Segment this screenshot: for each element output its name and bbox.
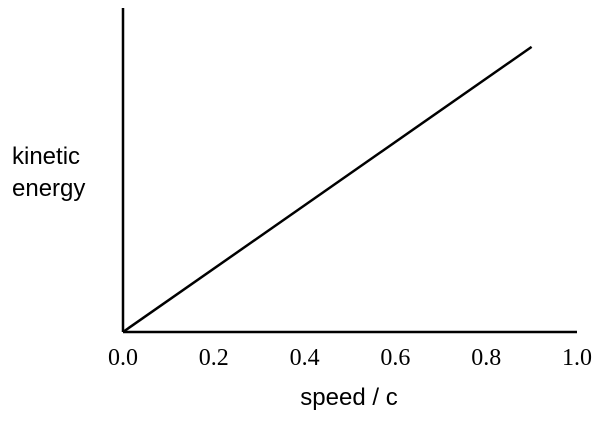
x-axis-label: speed / c <box>300 384 397 411</box>
y-axis-label-line-1: kinetic <box>12 143 80 170</box>
x-tick-label: 0.4 <box>290 345 320 371</box>
y-axis-label-line-2: energy <box>12 175 85 202</box>
x-tick-label: 1.0 <box>562 345 592 371</box>
x-tick-labels: 0.0 0.2 0.4 0.6 0.8 1.0 <box>108 345 592 371</box>
x-tick-label: 0.2 <box>199 345 229 371</box>
axes <box>121 8 577 334</box>
x-tick-label: 0.6 <box>380 345 410 371</box>
x-tick-label: 0.0 <box>108 345 138 371</box>
series-line <box>122 45 533 334</box>
plot-area <box>122 45 533 334</box>
x-tick-label: 0.8 <box>471 345 501 371</box>
